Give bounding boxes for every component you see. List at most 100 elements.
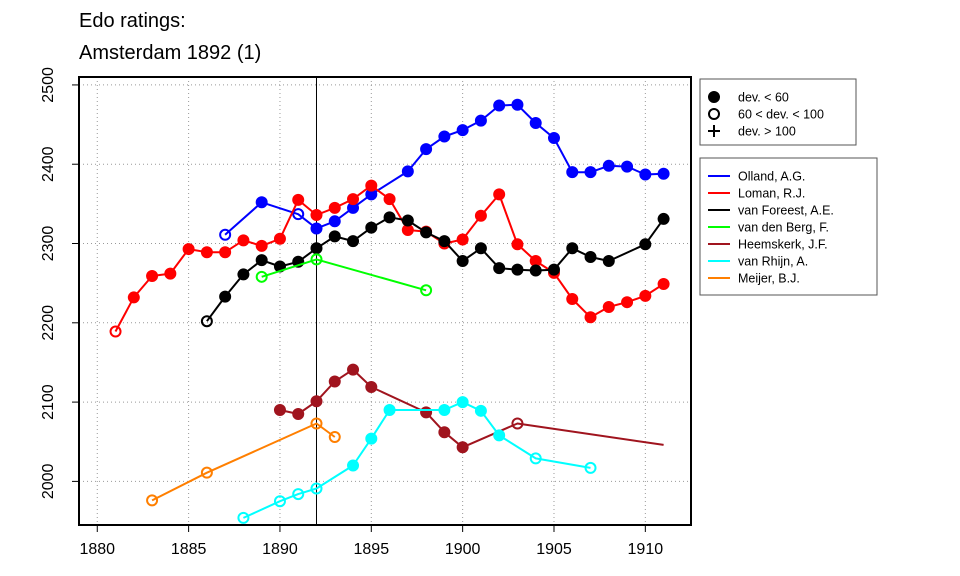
series-olland-a-g-point xyxy=(328,215,341,228)
series-van-rhijn-a-point xyxy=(474,404,487,417)
y-axis: 2000 2100 2200 2300 2400 2500 xyxy=(40,67,79,499)
series-van-foreest-a-e xyxy=(200,211,670,328)
series-van-den-berg-f-point xyxy=(420,284,433,297)
series-olland-a-g-point xyxy=(292,208,305,221)
series-loman-r-j-point xyxy=(365,179,378,192)
chart-title-line-2: Amsterdam 1892 (1) xyxy=(79,42,261,64)
series-loman-r-j-point xyxy=(255,239,268,252)
x-tick-label: 1905 xyxy=(536,541,572,558)
series-loman-r-j-point xyxy=(383,193,396,206)
series-van-foreest-a-e-point xyxy=(383,211,396,224)
series-heemskerk-j-f-point xyxy=(328,375,341,388)
series-olland-a-g-point xyxy=(438,130,451,143)
series-olland-a-g-point xyxy=(420,143,433,156)
series-van-foreest-a-e-point xyxy=(456,254,469,267)
series-olland-a-g-point xyxy=(219,228,232,241)
series-olland-a-g-point xyxy=(401,165,414,178)
series-loman-r-j-point xyxy=(328,201,341,214)
series-heemskerk-j-f-point xyxy=(420,406,433,419)
series-loman-r-j-point xyxy=(164,267,177,280)
series-van-rhijn-a-point xyxy=(365,432,378,445)
series-van-foreest-a-e-point xyxy=(200,315,213,328)
series-van-foreest-a-e-point xyxy=(420,226,433,239)
series-van-rhijn-a-point xyxy=(292,488,305,501)
series-meijer-b-j-point xyxy=(146,494,159,507)
series-van-den-berg-f-point xyxy=(255,270,268,283)
series-heemskerk-j-f-point xyxy=(273,404,286,417)
series-van-rhijn-a xyxy=(237,396,597,524)
series-heemskerk-j-f-point xyxy=(365,381,378,394)
series-heemskerk-j-f-point xyxy=(310,395,323,408)
series-loman-r-j-point xyxy=(347,193,360,206)
series-olland-a-g-point xyxy=(639,168,652,181)
y-tick-label: 2100 xyxy=(40,384,57,420)
series-loman-r-j-point xyxy=(219,246,232,259)
series-van-rhijn-a-point xyxy=(529,452,542,465)
y-tick-label: 2400 xyxy=(40,146,57,182)
series-loman-r-j-point xyxy=(200,246,213,259)
x-tick-label: 1890 xyxy=(262,541,298,558)
series-loman-r-j-point xyxy=(182,243,195,256)
series-loman-r-j-point xyxy=(657,277,670,290)
series-line-meijer-b-j xyxy=(151,422,336,502)
series-loman-r-j-point xyxy=(273,232,286,245)
series-van-rhijn-a-point xyxy=(584,461,597,474)
series-van-foreest-a-e-point xyxy=(602,254,615,267)
series-legend-label: van Foreest, A.E. xyxy=(738,204,834,218)
series-van-rhijn-a-point xyxy=(493,429,506,442)
series-loman-r-j-point xyxy=(511,238,524,251)
x-tick-label: 1885 xyxy=(171,541,207,558)
series-legend-label: van den Berg, F. xyxy=(738,221,829,235)
series-loman-r-j-point xyxy=(109,325,122,338)
series-van-foreest-a-e-point xyxy=(219,290,232,303)
series-legend-label: Heemskerk, J.F. xyxy=(738,238,828,252)
series-legend-label: van Rhijn, A. xyxy=(738,255,808,269)
series-loman-r-j-point xyxy=(237,234,250,247)
marker-legend-open-point xyxy=(708,108,720,120)
marker-legend-plus-point xyxy=(708,125,720,137)
series-loman-r-j-point xyxy=(310,208,323,221)
series-legend-label: Olland, A.G. xyxy=(738,170,805,184)
series-van-foreest-a-e-point xyxy=(511,263,524,276)
series-van-foreest-a-e-point xyxy=(310,242,323,255)
series-van-rhijn-a-point xyxy=(438,404,451,417)
series-van-rhijn-a-point xyxy=(310,482,323,495)
series-loman-r-j-point xyxy=(292,193,305,206)
series-olland-a-g-point xyxy=(474,114,487,127)
series-olland-a-g-point xyxy=(566,166,579,179)
series-line-olland-a-g xyxy=(224,103,664,236)
series-heemskerk-j-f-point xyxy=(347,363,360,376)
series-van-rhijn-a-point xyxy=(383,404,396,417)
series-heemskerk-j-f-point xyxy=(438,426,451,439)
series-van-foreest-a-e-point xyxy=(237,268,250,281)
marker-legend-label: dev. < 60 xyxy=(738,91,789,105)
y-tick-label: 2500 xyxy=(40,67,57,103)
series-heemskerk-j-f-point xyxy=(511,417,524,430)
grid-lines xyxy=(79,77,691,525)
series-van-foreest-a-e-point xyxy=(657,212,670,225)
series-loman-r-j-point xyxy=(621,296,634,309)
x-axis: 1880 1885 1890 1895 1900 1905 1910 xyxy=(79,525,663,558)
y-tick-label: 2300 xyxy=(40,226,57,262)
series-olland-a-g-point xyxy=(547,132,560,145)
series-van-foreest-a-e-point xyxy=(255,254,268,267)
series-van-rhijn-a-point xyxy=(273,495,286,508)
series-meijer-b-j xyxy=(146,417,341,507)
marker-legend-filled-point xyxy=(708,91,720,103)
series-loman-r-j-point xyxy=(639,289,652,302)
x-tick-label: 1895 xyxy=(354,541,390,558)
series-olland-a-g-point xyxy=(456,124,469,137)
series-meijer-b-j-point xyxy=(200,466,213,479)
series-van-foreest-a-e-point xyxy=(566,242,579,255)
series-van-foreest-a-e-point xyxy=(584,250,597,263)
series-olland-a-g-point xyxy=(255,196,268,209)
series-heemskerk-j-f-point xyxy=(456,441,469,454)
series-loman-r-j-point xyxy=(566,293,579,306)
series-line-van-den-berg-f xyxy=(261,258,427,292)
series-van-foreest-a-e-point xyxy=(493,262,506,275)
series-van-foreest-a-e-point xyxy=(547,263,560,276)
series-van-den-berg-f xyxy=(255,253,433,297)
marker-legend: dev. < 60 60 < dev. < 100 dev. > 100 xyxy=(699,78,857,146)
series-legend-label: Meijer, B.J. xyxy=(738,272,800,286)
